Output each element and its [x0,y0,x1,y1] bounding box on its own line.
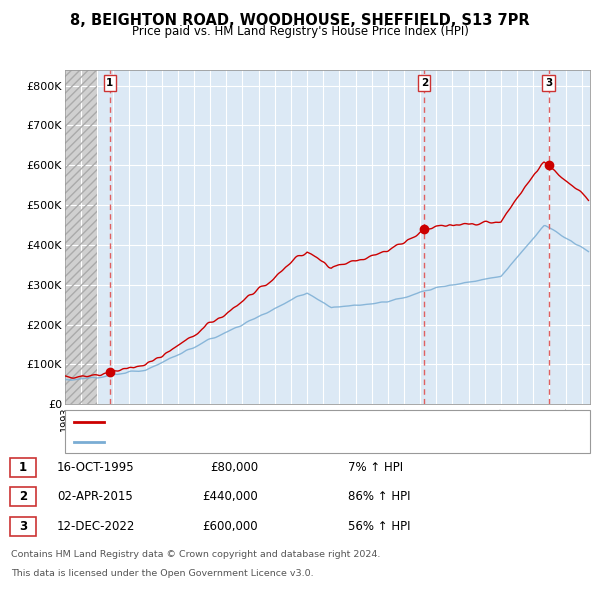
Text: £440,000: £440,000 [202,490,258,503]
Bar [65,70,97,404]
Text: 02-APR-2015: 02-APR-2015 [57,490,133,503]
Text: Price paid vs. HM Land Registry's House Price Index (HPI): Price paid vs. HM Land Registry's House … [131,25,469,38]
Text: 16-OCT-1995: 16-OCT-1995 [57,461,134,474]
Text: 2: 2 [19,490,27,503]
Text: 1: 1 [106,78,113,88]
Text: 8, BEIGHTON ROAD, WOODHOUSE, SHEFFIELD, S13 7PR: 8, BEIGHTON ROAD, WOODHOUSE, SHEFFIELD, … [70,13,530,28]
Bar [65,70,97,404]
Text: 8, BEIGHTON ROAD, WOODHOUSE, SHEFFIELD, S13 7PR (detached house): 8, BEIGHTON ROAD, WOODHOUSE, SHEFFIELD, … [109,417,496,427]
Text: 3: 3 [545,78,552,88]
Text: £600,000: £600,000 [202,520,258,533]
Text: 2: 2 [421,78,428,88]
Text: £80,000: £80,000 [210,461,258,474]
Text: Contains HM Land Registry data © Crown copyright and database right 2024.: Contains HM Land Registry data © Crown c… [11,550,380,559]
Text: 1: 1 [19,461,27,474]
Text: HPI: Average price, detached house, Sheffield: HPI: Average price, detached house, Shef… [109,437,347,447]
Text: 86% ↑ HPI: 86% ↑ HPI [348,490,410,503]
Text: 3: 3 [19,520,27,533]
Text: 7% ↑ HPI: 7% ↑ HPI [348,461,403,474]
Text: 12-DEC-2022: 12-DEC-2022 [57,520,136,533]
Text: This data is licensed under the Open Government Licence v3.0.: This data is licensed under the Open Gov… [11,569,313,578]
Text: 56% ↑ HPI: 56% ↑ HPI [348,520,410,533]
